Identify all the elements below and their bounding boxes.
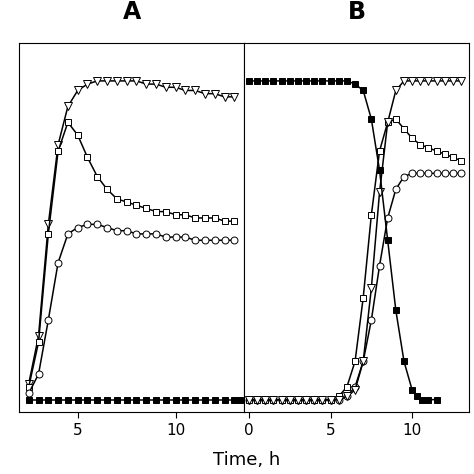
Text: B: B: [348, 0, 365, 24]
Text: Time, h: Time, h: [213, 451, 280, 469]
Text: A: A: [122, 0, 141, 24]
